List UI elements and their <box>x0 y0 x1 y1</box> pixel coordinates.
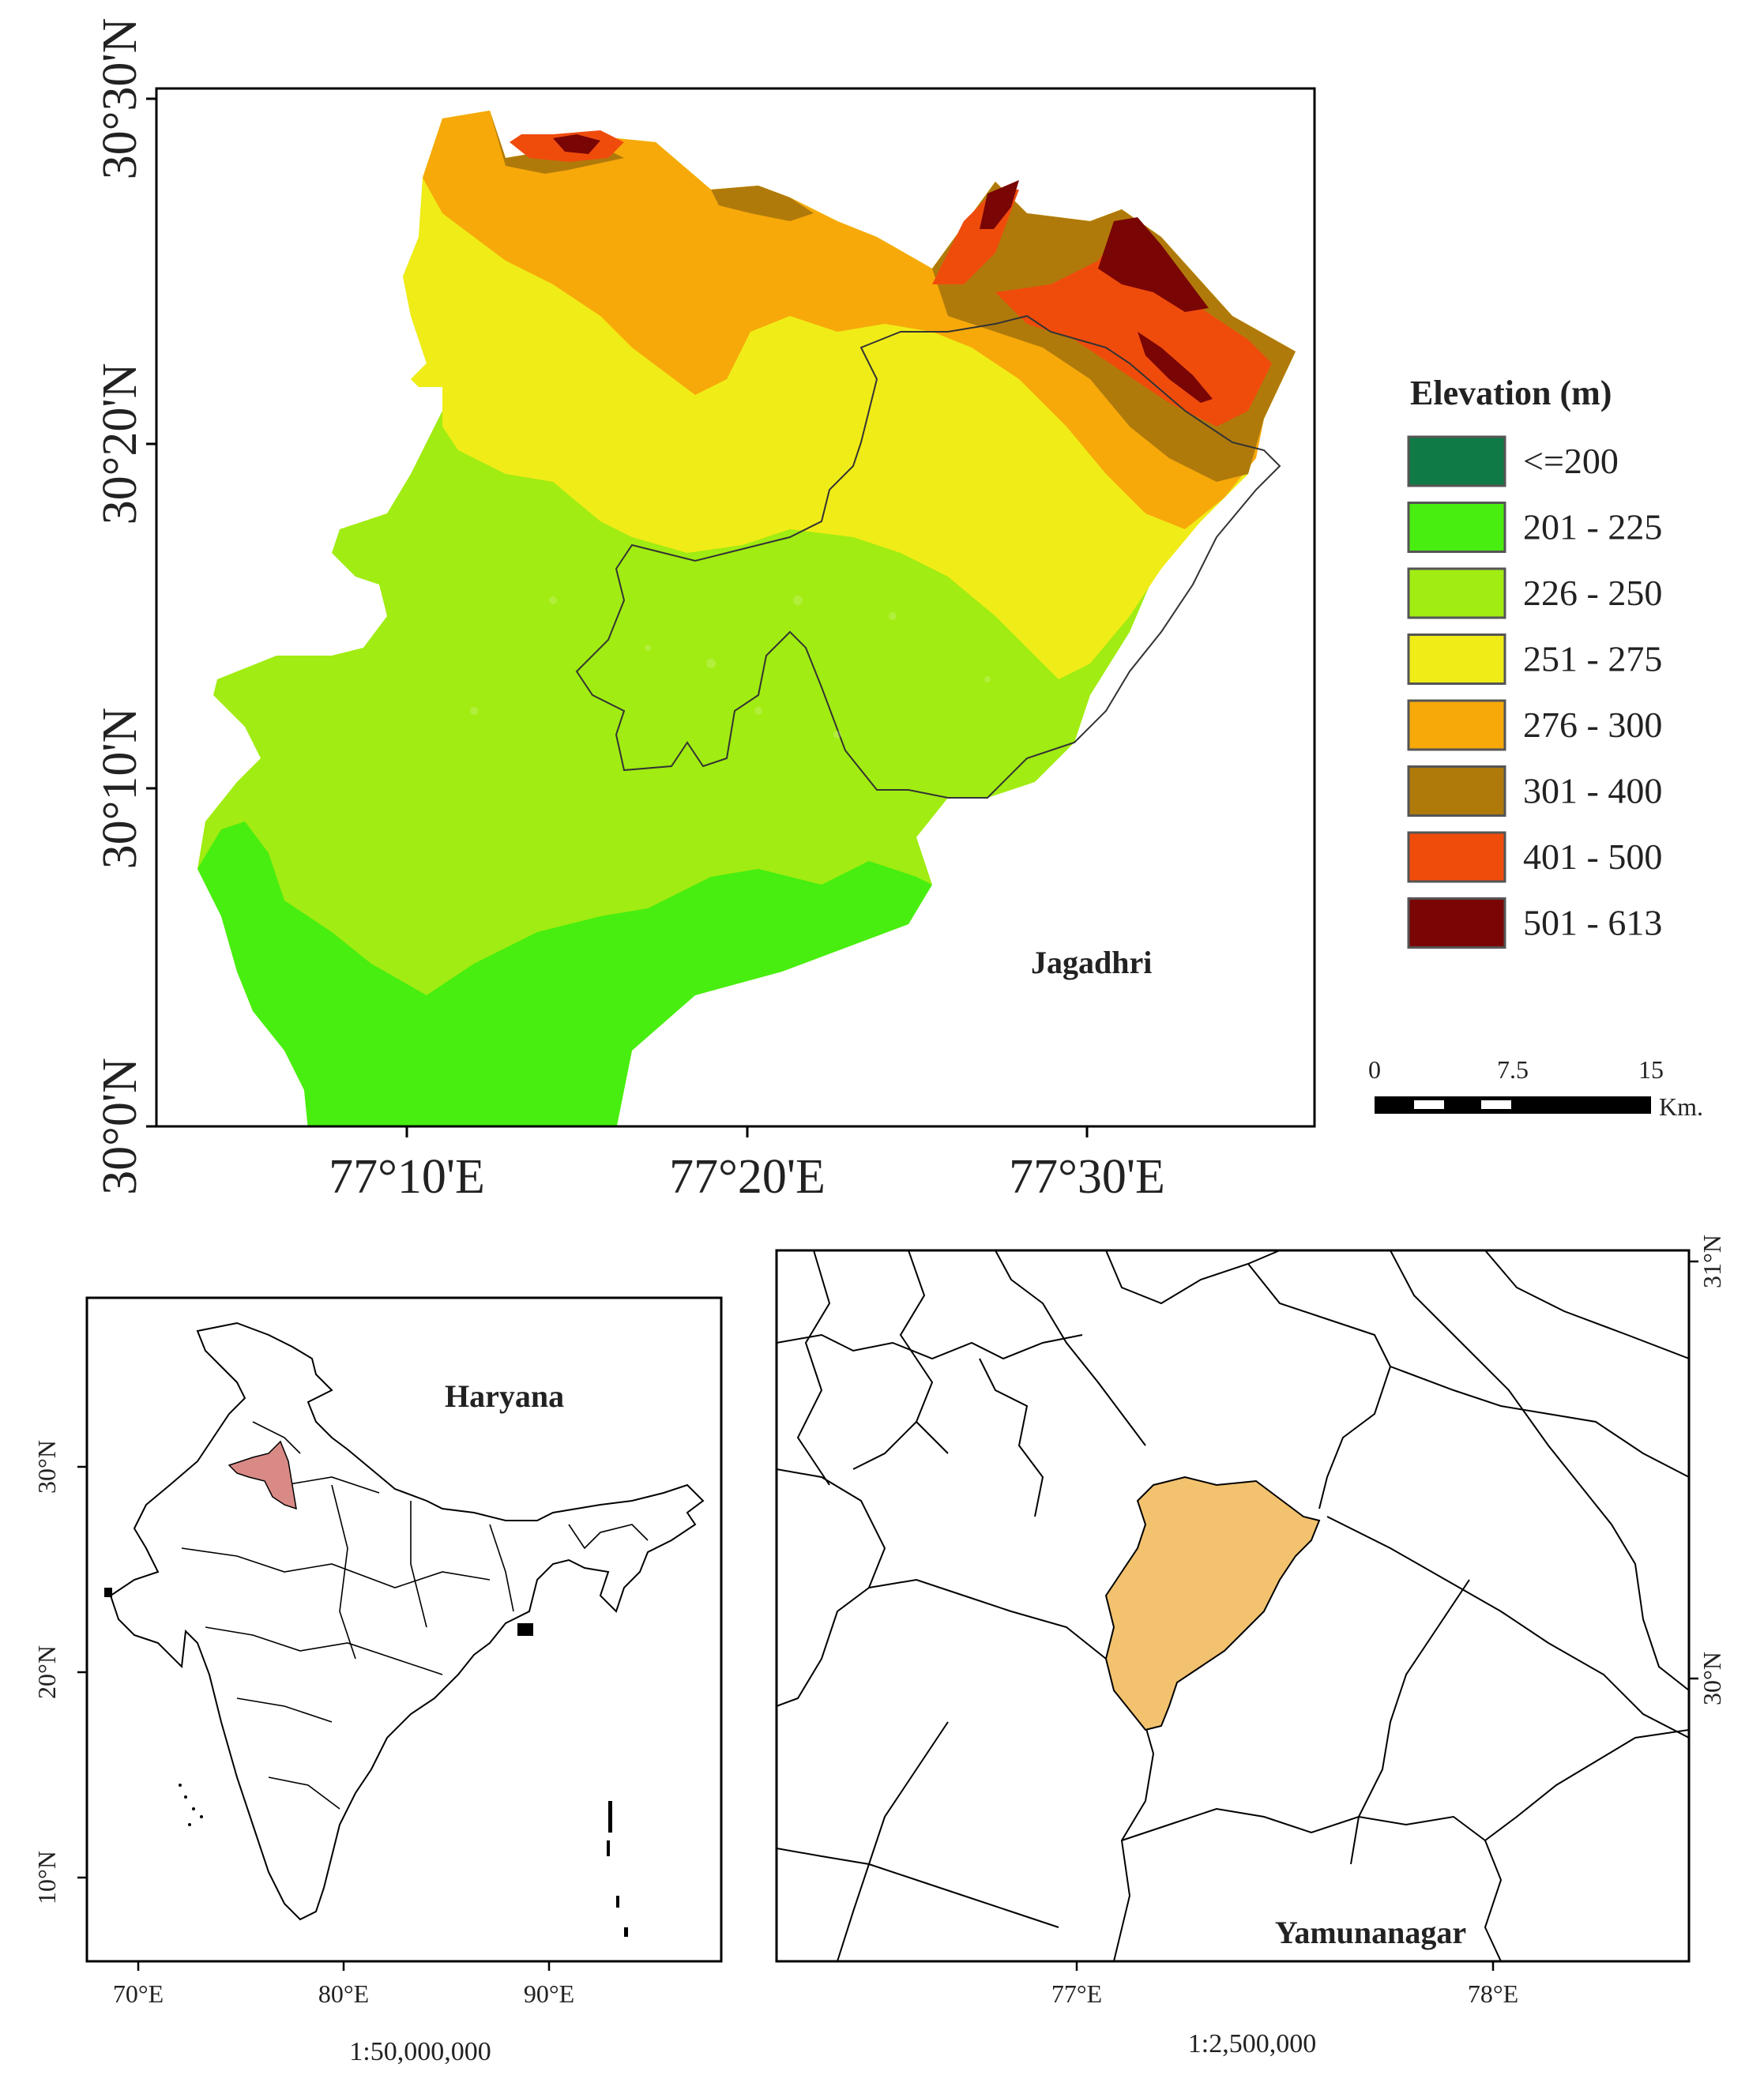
legend-title: Elevation (m) <box>1410 374 1612 412</box>
india-lat-20: 20°N <box>32 1645 61 1699</box>
elevation-legend: Elevation (m) <=200 201 - 225 226 - 250 251… <box>1407 374 1662 949</box>
legend-label-4: 276 - 300 <box>1523 705 1662 745</box>
legend-swatch-1 <box>1407 502 1506 553</box>
haryana-highlight <box>228 1440 297 1510</box>
legend-label-1: 201 - 225 <box>1523 507 1662 547</box>
legend-label-6: 401 - 500 <box>1523 836 1662 877</box>
elevation-zone-201-225 <box>197 821 932 1126</box>
india-scale: 1:50,000,000 <box>349 2037 491 2066</box>
jagadhri-boundary <box>575 314 1281 799</box>
district-scale: 1:2,500,000 <box>1188 2029 1316 2058</box>
lat-label-30-0: 30°0'N <box>93 1058 147 1195</box>
legend-swatch-5 <box>1407 765 1506 817</box>
district-lon-77: 77°E <box>1051 1979 1102 2008</box>
legend-swatch-2 <box>1407 567 1506 619</box>
lat-label-30-10: 30°10'N <box>93 708 147 870</box>
yamunanagar-highlight <box>1104 1476 1321 1731</box>
india-state-lines <box>181 1421 649 1810</box>
terrain-texture <box>470 596 991 739</box>
legend-swatch-7 <box>1407 897 1506 949</box>
yamunanagar-label: Yamunanagar <box>1275 1915 1466 1950</box>
legend-label-2: 226 - 250 <box>1523 573 1662 613</box>
district-ticks <box>1075 1260 1698 1971</box>
scale-bar: 0 7.5 15 Km. <box>1368 1055 1703 1121</box>
scale-tick-15: 15 <box>1638 1055 1664 1084</box>
india-outline <box>109 1321 705 1921</box>
india-ticks <box>77 1465 551 1971</box>
legend-label-0: <=200 <box>1523 441 1619 481</box>
elevation-map <box>197 111 1296 1126</box>
district-lat-30: 30°N <box>1698 1652 1726 1705</box>
india-lon-70: 70°E <box>113 1979 164 2008</box>
india-lat-30: 30°N <box>32 1440 61 1494</box>
scale-tick-0: 0 <box>1368 1055 1381 1084</box>
legend-swatch-4 <box>1407 699 1506 751</box>
elevation-zone-276-300 <box>423 111 1296 529</box>
india-lon-90: 90°E <box>524 1979 574 2008</box>
scale-unit: Km. <box>1659 1092 1703 1121</box>
district-inset: Yamunanagar 31°N 30°N 77°E 78°E 1:2,500,… <box>775 1235 1726 2058</box>
scale-tick-7-5: 7.5 <box>1497 1055 1529 1084</box>
place-label-jagadhri: Jagadhri <box>1031 945 1152 980</box>
india-inset-frame <box>85 1296 723 1963</box>
island-marks <box>104 1588 628 1937</box>
district-lat-31: 31°N <box>1698 1235 1726 1288</box>
legend-swatch-6 <box>1407 831 1506 883</box>
legend-swatch-3 <box>1407 633 1506 685</box>
legend-swatch-0 <box>1407 435 1506 487</box>
legend-label-5: 301 - 400 <box>1523 771 1662 811</box>
lat-label-30-20: 30°20'N <box>93 363 147 525</box>
india-inset: Haryana 30°N 20°N 10°N 70°E 80°E 90°E 1:… <box>32 1296 723 2066</box>
main-map-ticks <box>146 97 1089 1137</box>
main-map-frame <box>155 87 1316 1128</box>
district-inset-frame <box>775 1249 1691 1963</box>
lon-label-77-20: 77°20'E <box>669 1150 826 1204</box>
legend-label-7: 501 - 613 <box>1523 903 1662 943</box>
haryana-label: Haryana <box>445 1378 564 1414</box>
lat-label-30-30: 30°30'N <box>93 18 147 180</box>
lon-label-77-10: 77°10'E <box>329 1150 485 1204</box>
legend-label-3: 251 - 275 <box>1523 639 1662 679</box>
india-lat-10: 10°N <box>32 1851 61 1904</box>
india-lon-80: 80°E <box>318 1979 369 2008</box>
lon-label-77-30: 77°30'E <box>1009 1150 1165 1204</box>
district-lon-78: 78°E <box>1468 1979 1518 2008</box>
